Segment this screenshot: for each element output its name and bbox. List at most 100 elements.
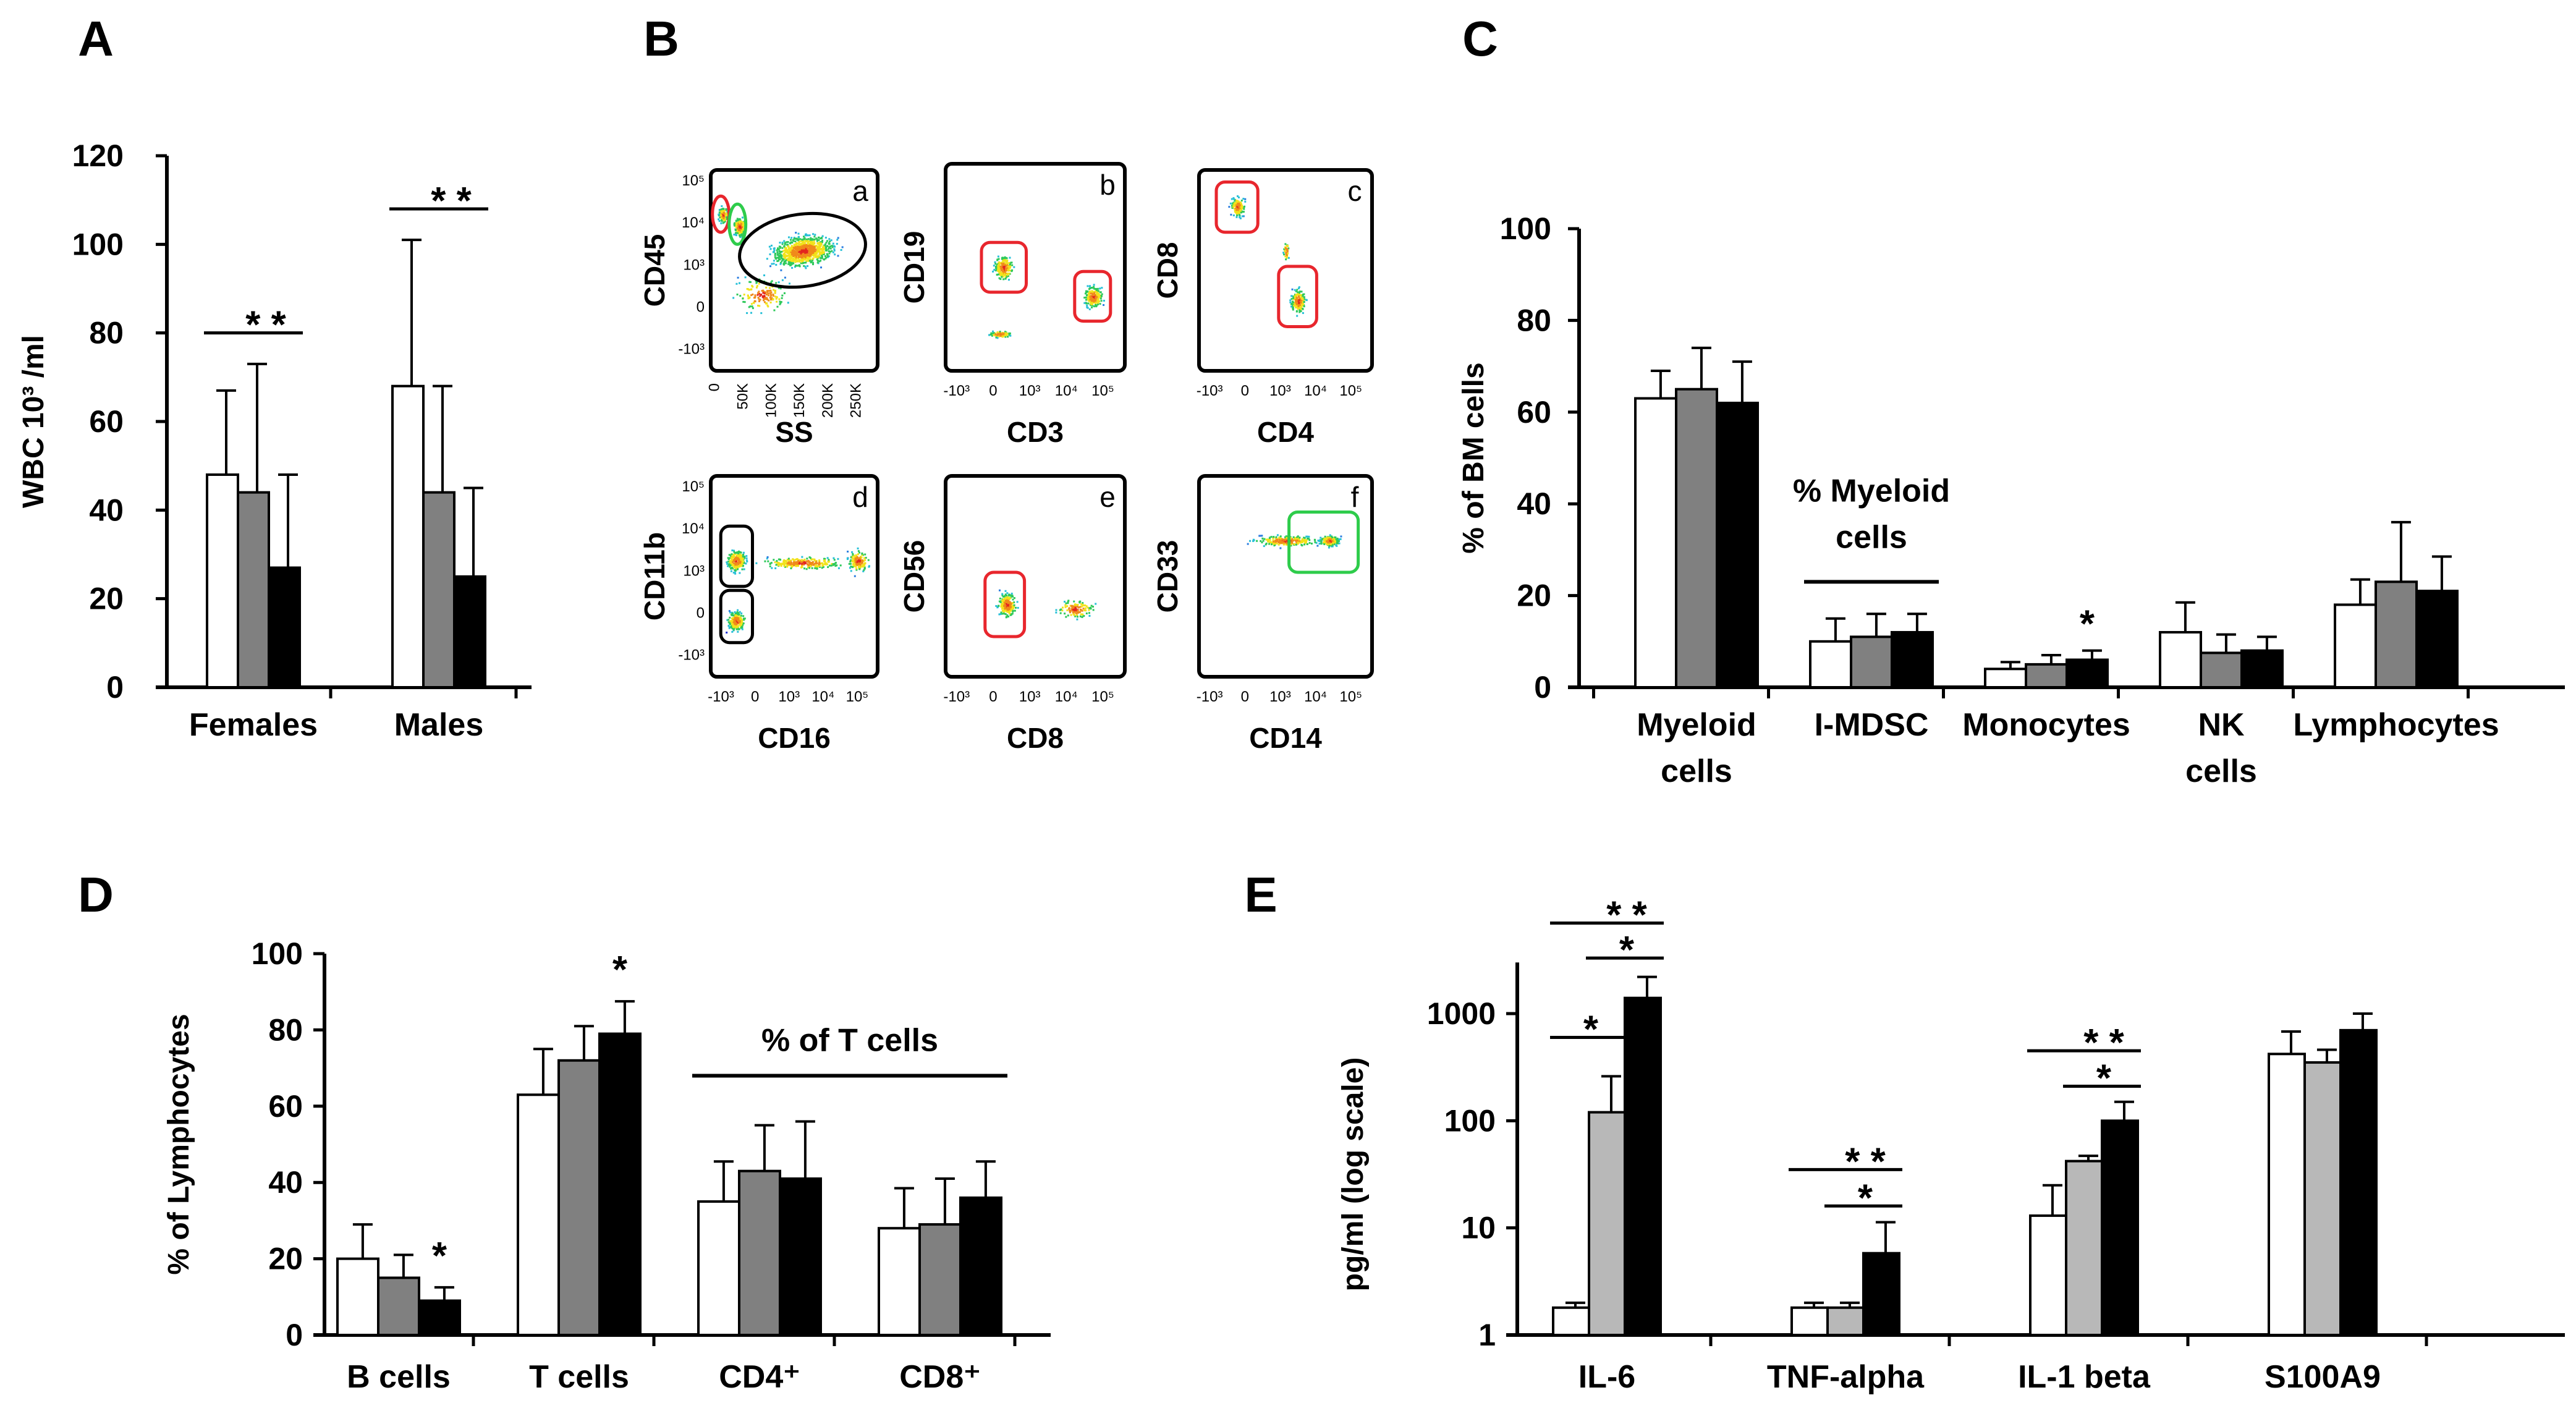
- event-dot: [790, 251, 792, 253]
- event-dot: [1005, 616, 1007, 619]
- event-dot: [1074, 615, 1077, 617]
- y-tick-label: 20: [1517, 578, 1551, 613]
- event-dot: [819, 248, 821, 250]
- event-dot: [744, 301, 746, 303]
- event-dot: [1086, 294, 1088, 296]
- event-dot: [739, 230, 742, 232]
- event-dot: [741, 619, 744, 621]
- event-dot: [726, 214, 728, 216]
- event-dot: [743, 227, 745, 230]
- event-dot: [734, 612, 737, 614]
- event-dot: [1304, 541, 1307, 544]
- event-dot: [809, 239, 811, 241]
- event-dot: [741, 562, 744, 565]
- event-dot: [723, 221, 726, 223]
- event-dot: [765, 298, 767, 300]
- event-dot: [802, 260, 804, 262]
- event-dot: [740, 565, 742, 567]
- event-dot: [1001, 609, 1004, 612]
- event-dot: [1237, 212, 1239, 214]
- event-dot: [1300, 305, 1303, 308]
- event-dot: [740, 626, 743, 629]
- event-dot: [997, 268, 999, 271]
- event-dot: [1079, 600, 1082, 603]
- flow-y-tick: -10³: [678, 341, 705, 358]
- event-dot: [855, 563, 857, 566]
- event-dot: [1065, 602, 1067, 604]
- event-dot: [1008, 273, 1010, 275]
- event-dot: [1268, 543, 1271, 545]
- event-dot: [740, 614, 742, 617]
- event-dot: [789, 563, 792, 566]
- event-dot: [803, 246, 805, 248]
- event-dot: [998, 258, 1000, 260]
- event-dot: [1297, 540, 1300, 542]
- event-dot: [847, 550, 849, 553]
- event-dot: [740, 621, 743, 623]
- event-dot: [731, 627, 734, 629]
- event-dot: [848, 562, 850, 565]
- event-dot: [1234, 208, 1237, 210]
- event-dot: [813, 558, 816, 561]
- event-dot: [724, 218, 726, 220]
- event-dot: [1240, 200, 1243, 202]
- event-dot: [1285, 258, 1287, 261]
- event-dot: [800, 256, 802, 258]
- event-dot: [758, 282, 760, 285]
- event-dot: [784, 244, 786, 246]
- event-dot: [1001, 604, 1004, 606]
- event-dot: [1295, 295, 1297, 297]
- event-dot: [770, 244, 773, 247]
- category-label: Lymphocytes: [2293, 707, 2499, 743]
- event-dot: [810, 239, 813, 241]
- event-dot: [741, 622, 744, 624]
- event-dot: [858, 562, 860, 564]
- event-dot: [1294, 543, 1296, 546]
- event-dot: [1247, 543, 1249, 545]
- y-tick-label: 100: [1444, 1103, 1496, 1138]
- event-dot: [818, 245, 820, 248]
- event-dot: [798, 559, 800, 561]
- bar: [1716, 401, 1759, 689]
- event-dot: [718, 218, 720, 221]
- event-dot: [765, 292, 767, 294]
- event-dot: [814, 567, 816, 569]
- event-dot: [781, 260, 783, 263]
- event-dot: [1290, 538, 1293, 540]
- event-dot: [1010, 602, 1012, 604]
- event-dot: [776, 560, 778, 562]
- event-dot: [744, 556, 746, 558]
- gate: [727, 202, 748, 246]
- event-dot: [1004, 593, 1007, 596]
- event-dot: [777, 281, 780, 284]
- event-dot: [999, 613, 1002, 616]
- event-dot: [855, 557, 858, 560]
- event-dot: [721, 214, 724, 216]
- event-dot: [795, 237, 798, 240]
- event-dot: [1297, 307, 1299, 310]
- flow-y-tick: 10⁵: [682, 478, 705, 495]
- event-dot: [1001, 271, 1004, 273]
- flow-x-label: CD14: [1249, 722, 1322, 754]
- event-dot: [863, 569, 865, 571]
- event-dot: [774, 257, 777, 260]
- event-dot: [1238, 214, 1240, 216]
- event-dot: [768, 287, 771, 289]
- event-dot: [729, 620, 732, 622]
- event-dot: [1324, 540, 1327, 542]
- event-dot: [796, 252, 799, 254]
- event-dot: [733, 556, 735, 559]
- flow-x-tick: 10⁴: [1304, 383, 1327, 399]
- event-dot: [856, 563, 858, 566]
- gate: [719, 524, 754, 588]
- event-dot: [807, 240, 809, 242]
- event-dot: [758, 290, 760, 293]
- event-dot: [1087, 285, 1089, 287]
- event-dot: [818, 253, 821, 256]
- event-dot: [741, 625, 744, 628]
- event-dot: [734, 559, 736, 561]
- bar: [878, 1227, 921, 1336]
- event-dot: [1279, 540, 1282, 543]
- event-dot: [740, 612, 743, 614]
